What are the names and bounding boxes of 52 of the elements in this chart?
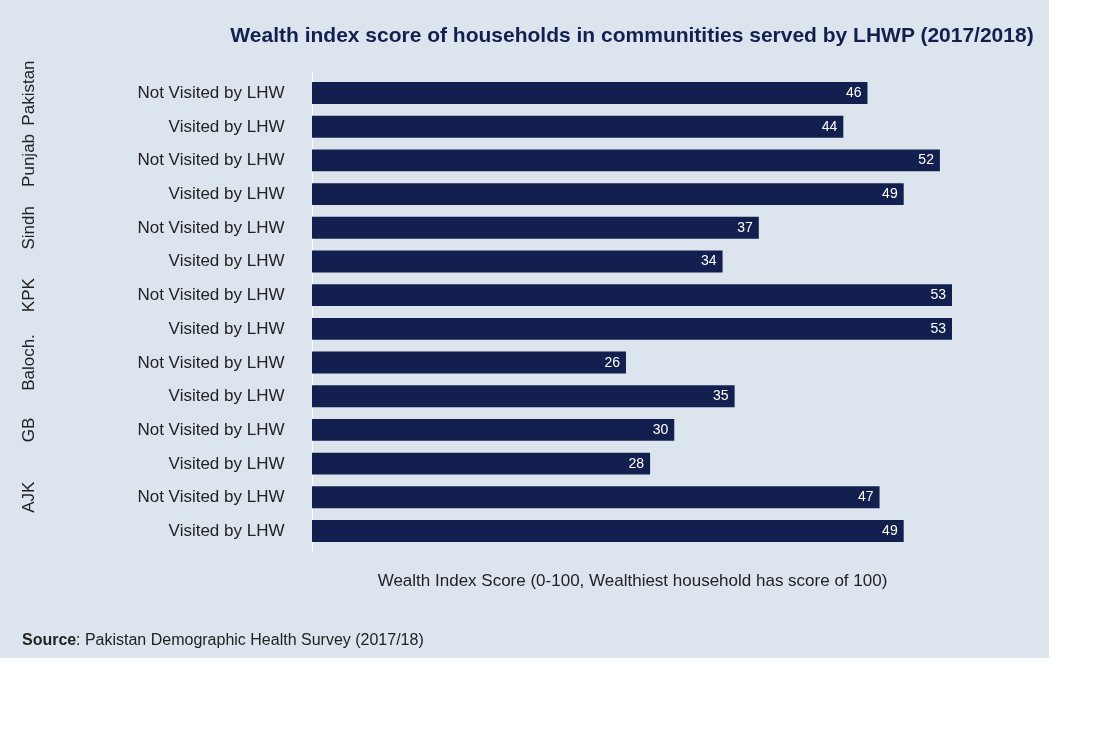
bar [312,216,759,239]
data-label: 30 [652,420,669,437]
y-tick-label: Visited by LHW [168,251,285,271]
bar [312,486,880,509]
source-note: Source: Pakistan Demographic Health Survey (2017/18) [22,631,424,648]
data-label: 49 [882,185,898,202]
data-label: 52 [918,151,935,168]
text: KPK [19,277,39,313]
y-tick-label: Visited by LHW [168,386,285,406]
text: Baloch. [19,334,39,391]
y-tick-label: Visited by LHW [168,318,285,338]
bar [312,82,868,104]
y-tick-label: Not Visited by LHW [137,83,285,103]
bar [312,115,844,138]
data-label: 44 [821,117,838,134]
data-label: 53 [930,319,947,336]
data-label: 26 [604,353,621,370]
data-label: 28 [628,454,645,471]
y-tick-label: Not Visited by LHW [137,150,285,170]
y-tick-label: Visited by LHW [168,520,285,540]
data-label: 47 [857,488,874,505]
bar [312,284,952,307]
bar [312,317,952,340]
bar [312,520,904,542]
data-label: 53 [930,286,947,303]
text: Sindh [19,206,39,250]
data-label: 34 [700,252,717,269]
data-label: 37 [737,218,753,235]
text: Punjab [19,133,39,187]
bar [312,250,723,273]
data-label: 46 [845,84,862,101]
text: GB [19,417,39,443]
bar [312,183,904,206]
text: Pakistan [19,60,39,126]
y-tick-label: Visited by LHW [168,453,285,473]
y-tick-label: Not Visited by LHW [137,419,285,439]
bar [312,351,626,374]
bar [312,418,675,441]
bar [312,385,735,408]
y-tick-label: Not Visited by LHW [137,217,285,237]
chart-title: Wealth index score of households in communitities served by LHWP (2017/2018) [230,23,1034,47]
y-tick-label: Not Visited by LHW [137,285,285,305]
x-axis-title: Wealth Index Score (0-100, Wealthiest household has score of 100) [377,570,888,590]
bar [312,149,940,172]
text: AJK [19,481,39,513]
y-tick-label: Visited by LHW [168,116,285,136]
bar [312,452,651,475]
y-tick-label: Not Visited by LHW [137,487,285,507]
data-label: 35 [713,387,729,404]
y-tick-label: Not Visited by LHW [137,352,285,372]
y-tick-label: Visited by LHW [168,184,285,204]
data-label: 49 [882,521,898,538]
